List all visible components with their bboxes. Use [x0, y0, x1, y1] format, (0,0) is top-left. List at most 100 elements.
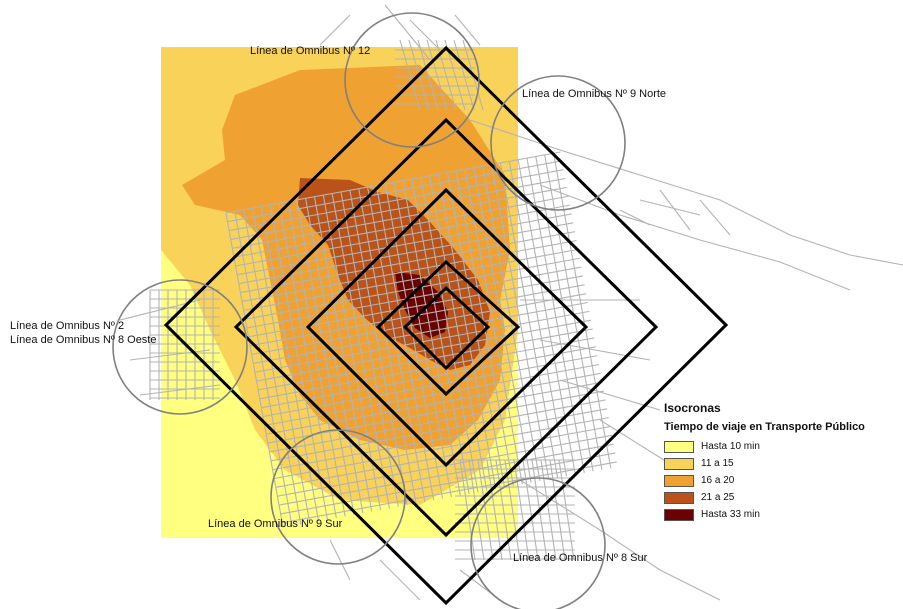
street-segment: [558, 459, 575, 561]
legend-item: 11 a 15: [664, 455, 900, 472]
street-segment: [504, 459, 521, 561]
legend-swatch: [664, 508, 694, 521]
street-segment: [272, 408, 608, 471]
street-segment: [486, 459, 503, 561]
label-line-2: Línea de Omnibus Nº 2: [10, 320, 125, 332]
street-segment: [358, 188, 417, 504]
label-line-9-sur: Línea de Omnibus Nº 9 Sur: [208, 518, 343, 530]
street-segment: [464, 169, 523, 485]
legend-swatch: [664, 491, 694, 504]
street-segment: [399, 39, 421, 111]
street-segment: [540, 459, 557, 561]
street-segment: [287, 201, 346, 517]
street-segment: [296, 199, 355, 515]
street-segment: [384, 183, 444, 499]
street-segment: [256, 319, 592, 382]
road-south: [329, 539, 501, 601]
street-segment: [499, 162, 559, 478]
street-segment: [254, 310, 590, 373]
street-segment: [552, 153, 612, 469]
street-segment: [549, 459, 566, 561]
legend-item-label: 11 a 15: [701, 458, 734, 469]
street-segment: [435, 39, 457, 111]
street-segment: [243, 209, 302, 525]
street-segment: [313, 196, 373, 512]
street-segment: [278, 203, 337, 519]
label-line-8-oeste: Línea de Omnibus Nº 8 Oeste: [10, 334, 157, 346]
legend-item-label: 21 a 25: [701, 492, 735, 503]
map-legend: Isocronas Tiempo de viaje en Transporte …: [664, 401, 900, 523]
legend-swatch: [664, 474, 694, 487]
label-line-12: Línea de Omnibus Nº 12: [250, 45, 371, 57]
road-north: [319, 4, 481, 61]
street-segment: [468, 459, 485, 561]
label-line-8-sur: Línea de Omnibus Nº 8 Sur: [513, 552, 648, 564]
ring-third: [305, 187, 589, 468]
street-segment: [269, 390, 605, 453]
legend-item-label: Hasta 33 min: [701, 509, 760, 520]
ring-fourth: [375, 259, 521, 397]
circle-line-2-8-oeste: [112, 279, 248, 415]
street-segment: [269, 204, 328, 520]
street-segment: [522, 459, 539, 561]
legend-swatch: [664, 440, 694, 453]
street-segment: [267, 381, 603, 444]
legend-item-label: 16 a 20: [701, 475, 735, 486]
street-segment: [349, 190, 408, 506]
legend-item: Hasta 33 min: [664, 506, 900, 523]
ring-outer: [163, 45, 729, 606]
road-east-grid: [520, 299, 681, 471]
street-segment: [246, 266, 582, 329]
street-segment: [258, 328, 593, 391]
street-segment: [225, 151, 561, 214]
street-segment: [437, 174, 497, 490]
street-segment: [266, 372, 601, 435]
street-network: [119, 4, 903, 601]
street-segment: [225, 212, 284, 528]
legend-item-label: Hasta 10 min: [701, 441, 760, 452]
ring-second: [233, 117, 659, 538]
street-segment: [490, 164, 550, 480]
street-segment: [253, 301, 588, 364]
ring-inner: [402, 285, 491, 371]
street-segment: [259, 337, 595, 400]
street-segment: [375, 185, 435, 501]
street-segment: [251, 207, 311, 523]
street-segment: [495, 459, 512, 561]
street-segment: [234, 211, 293, 527]
street-segment: [275, 425, 611, 488]
street-segment: [482, 166, 541, 482]
circle-line-12: [344, 12, 480, 148]
street-segment: [420, 177, 479, 493]
street-segment: [453, 39, 475, 111]
legend-swatch: [664, 457, 694, 470]
circle-line-9-sur: [270, 429, 406, 565]
street-segment: [251, 293, 587, 356]
legend-item: 16 a 20: [664, 472, 900, 489]
street-segment: [232, 186, 567, 249]
street-segment: [262, 355, 598, 418]
road-northeast: [469, 119, 903, 266]
street-segment: [240, 231, 575, 294]
street-segment: [459, 459, 476, 561]
street-segment: [331, 193, 390, 509]
street-segment: [248, 275, 584, 338]
legend-title: Isocronas: [664, 401, 721, 415]
legend-item: Hasta 10 min: [664, 438, 900, 455]
road-northeast-2: [539, 184, 851, 291]
street-segment: [227, 160, 563, 223]
street-segment: [417, 39, 439, 111]
street-segment: [241, 239, 577, 302]
legend-subtitle: Tiempo de viaje en Transporte Público: [664, 421, 865, 433]
street-segment: [322, 195, 382, 511]
street-segment: [429, 175, 488, 491]
street-segment: [513, 459, 530, 561]
street-segment: [426, 39, 448, 111]
route-circles: [112, 12, 626, 609]
street-segment: [402, 180, 461, 496]
street-segment: [243, 248, 579, 311]
isochrone-rings: [163, 45, 729, 606]
legend-item: 21 a 25: [664, 489, 900, 506]
road-far-east: [619, 189, 731, 236]
